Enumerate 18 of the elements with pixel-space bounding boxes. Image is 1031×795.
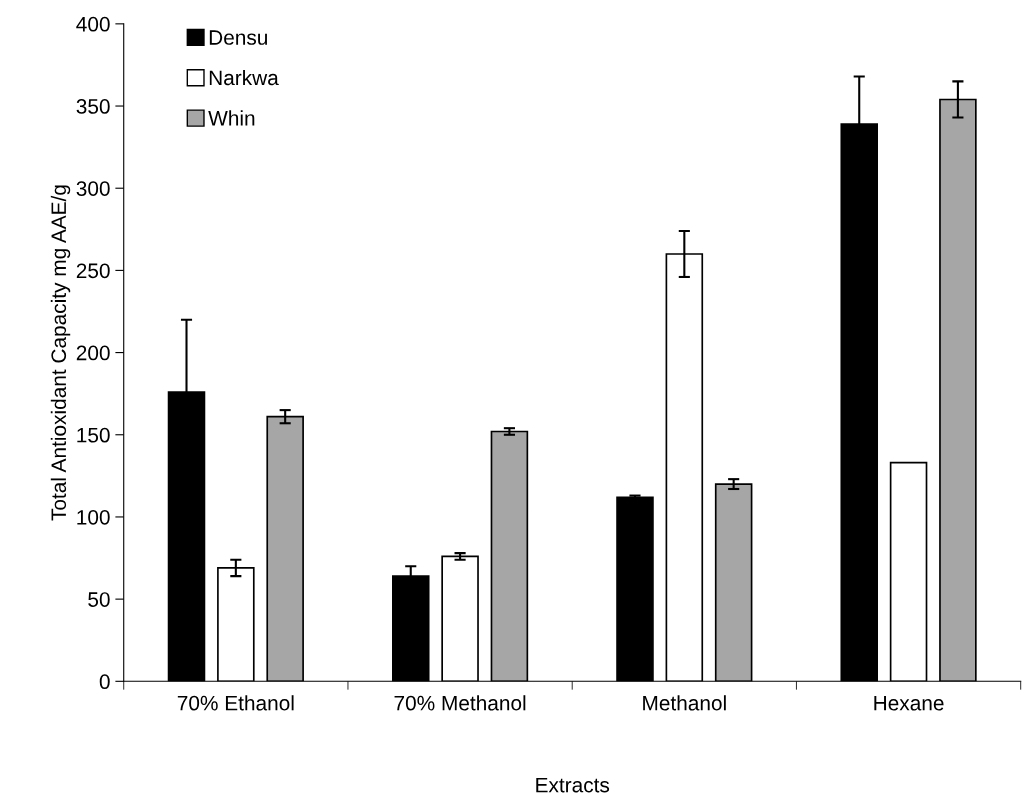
y-tick-label: 0	[99, 674, 110, 690]
x-tick-label: Hexane	[874, 695, 944, 711]
x-tick-label: Methanol	[643, 695, 726, 711]
legend-label: Whin	[208, 110, 255, 126]
y-axis-title: Total Antioxidant Capacity mg AAE/g	[50, 185, 71, 521]
x-tick-label: 70% Ethanol	[177, 695, 294, 711]
y-tick-label: 50	[88, 592, 110, 607]
y-tick-label: 250	[76, 263, 110, 279]
y-tick-label: 150	[77, 427, 110, 443]
y-tick-label: 350	[76, 99, 110, 114]
y-tick-label: 400	[76, 16, 110, 32]
x-tick-label: 70% Methanol	[394, 695, 526, 711]
legend-label: Densu	[209, 30, 267, 45]
legend-label: Narkwa	[209, 69, 279, 86]
y-tick-label: 200	[76, 345, 110, 361]
x-axis-title: Extracts	[536, 777, 610, 793]
y-tick-label: 300	[76, 181, 110, 196]
y-tick-label: 100	[77, 509, 110, 525]
